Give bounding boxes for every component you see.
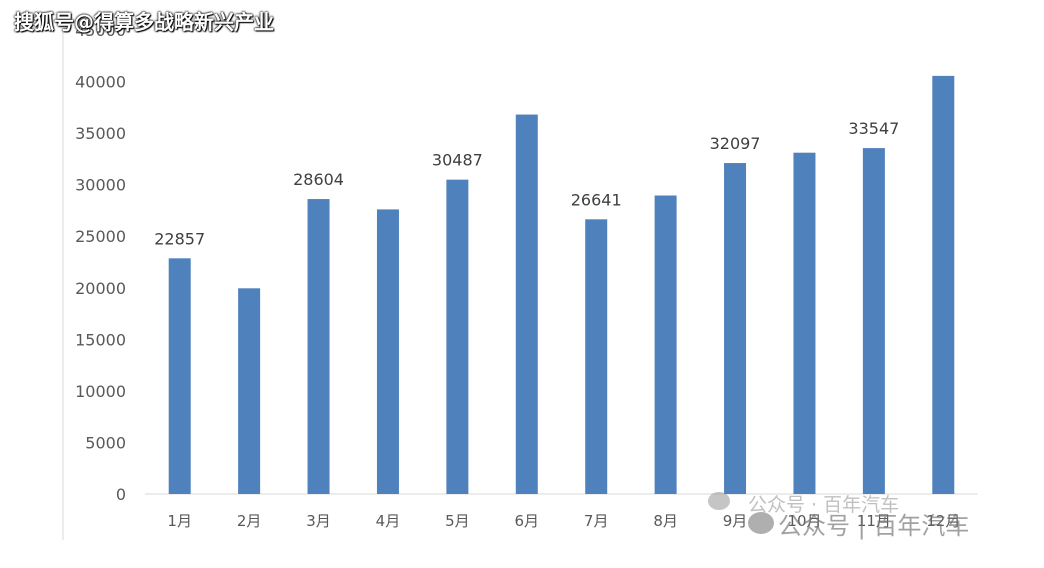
bar [862,148,885,495]
bar-series [168,75,955,495]
y-tick-label: 45000 [75,21,126,40]
bar [515,114,538,494]
y-tick-label: 25000 [75,227,126,246]
bar-value-label: 33547 [848,119,899,138]
bar-value-label: 26641 [571,190,622,209]
y-tick-label: 0 [116,485,126,504]
x-axis-ticks: 1月 2月 3月 4月 5月 6月 7月 8月 9月 10月 11月 12月 [167,512,960,530]
bar [238,288,261,494]
x-tick-label: 9月 [723,512,748,530]
bar [793,152,816,495]
y-tick-label: 35000 [75,124,126,143]
bar [376,209,399,494]
x-tick-label: 8月 [653,512,678,530]
bar [307,199,330,494]
bar [585,219,608,494]
bar-value-label: 22857 [154,229,205,248]
bar [724,163,747,495]
x-tick-label: 1月 [167,512,192,530]
y-tick-label: 40000 [75,73,126,92]
y-tick-label: 30000 [75,176,126,195]
bar [932,75,955,494]
bar [168,258,191,494]
y-tick-label: 15000 [75,330,126,349]
bar-value-label: 30487 [432,151,483,170]
x-tick-label: 6月 [515,512,540,530]
y-tick-label: 20000 [75,279,126,298]
bar-value-label: 28604 [293,170,344,189]
y-tick-label: 10000 [75,382,126,401]
x-tick-label: 7月 [584,512,609,530]
y-axis-ticks: 0 5000 10000 15000 20000 25000 30000 35000 40000… [75,21,126,504]
x-tick-label: 4月 [376,512,401,530]
y-tick-label: 5000 [85,433,126,452]
bar [446,179,469,495]
bar-value-label: 32097 [710,134,761,153]
bar [654,195,677,494]
bar-data-labels: 22857 28604 30487 26641 32097 33547 [154,119,899,248]
x-tick-label: 10月 [787,512,821,530]
x-tick-label: 5月 [445,512,470,530]
x-tick-label: 2月 [237,512,262,530]
x-tick-label: 3月 [306,512,331,530]
x-tick-label: 11月 [857,512,891,530]
watermark-top: 搜狐号@得算多战略新兴产业 [14,10,274,34]
x-tick-label: 12月 [926,512,960,530]
